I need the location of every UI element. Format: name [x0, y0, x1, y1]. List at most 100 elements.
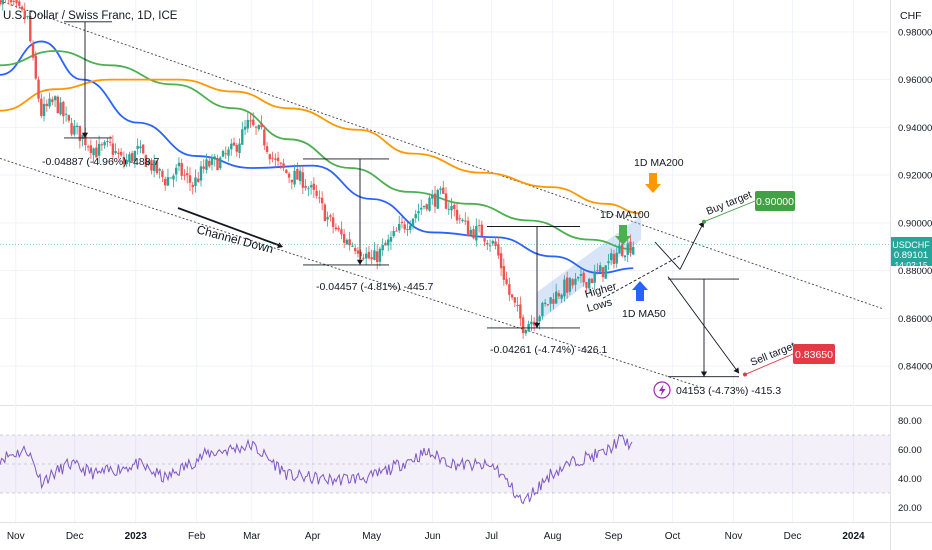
candle-body[interactable]	[557, 293, 561, 297]
candle-body[interactable]	[75, 125, 79, 128]
candle-body[interactable]	[565, 277, 569, 293]
candle-body[interactable]	[431, 195, 434, 199]
candle-body[interactable]	[342, 233, 346, 243]
candle-body[interactable]	[232, 142, 236, 146]
candle-body[interactable]	[579, 273, 583, 276]
candle-body[interactable]	[62, 101, 65, 117]
candle-body[interactable]	[420, 207, 423, 210]
candle-body[interactable]	[252, 119, 255, 126]
candle-body[interactable]	[541, 302, 544, 317]
candle-body[interactable]	[122, 156, 126, 165]
candle-body[interactable]	[271, 157, 274, 159]
candle-body[interactable]	[389, 237, 393, 242]
candle-body[interactable]	[150, 160, 153, 171]
candle-body[interactable]	[241, 129, 244, 145]
candle-body[interactable]	[51, 99, 54, 103]
candle-body[interactable]	[40, 98, 43, 116]
candle-body[interactable]	[472, 229, 475, 239]
candle-body[interactable]	[296, 168, 299, 180]
candle-body[interactable]	[246, 119, 249, 129]
candle-body[interactable]	[67, 114, 71, 121]
candle-body[interactable]	[370, 257, 373, 260]
candle-body[interactable]	[403, 224, 406, 230]
candle-body[interactable]	[469, 229, 473, 235]
candle-body[interactable]	[139, 146, 142, 149]
candle-body[interactable]	[56, 96, 60, 113]
candle-body[interactable]	[23, 10, 26, 19]
candle-body[interactable]	[224, 153, 227, 155]
candle-body[interactable]	[304, 186, 307, 188]
candle-body[interactable]	[197, 178, 200, 182]
candle-body[interactable]	[147, 160, 150, 165]
candle-body[interactable]	[279, 162, 283, 164]
candle-body[interactable]	[78, 125, 82, 141]
candle-body[interactable]	[106, 140, 109, 142]
candle-body[interactable]	[398, 224, 401, 231]
candle-body[interactable]	[194, 177, 197, 186]
candle-body[interactable]	[428, 197, 431, 211]
candle-body[interactable]	[378, 248, 382, 262]
candle-body[interactable]	[502, 266, 506, 280]
candle-body[interactable]	[477, 225, 481, 227]
time-axis[interactable]: Nov Dec 2023 Feb Mar Apr May Jun Jul Aug Sep Oct Nov…	[7, 531, 865, 542]
candle-body[interactable]	[331, 217, 335, 227]
candle-body[interactable]	[615, 252, 618, 264]
candle-body[interactable]	[414, 214, 417, 219]
candlesticks[interactable]	[0, 0, 635, 339]
candle-body[interactable]	[546, 304, 550, 306]
candle-body[interactable]	[499, 253, 503, 269]
candle-body[interactable]	[524, 330, 528, 334]
candle-body[interactable]	[623, 255, 627, 258]
candle-body[interactable]	[161, 170, 164, 177]
candle-body[interactable]	[103, 142, 106, 146]
candle-body[interactable]	[227, 149, 230, 156]
candle-body[interactable]	[89, 145, 93, 154]
candle-body[interactable]	[450, 205, 453, 211]
candle-body[interactable]	[119, 151, 123, 156]
candle-body[interactable]	[362, 257, 365, 259]
candle-body[interactable]	[210, 157, 214, 165]
candle-body[interactable]	[243, 126, 247, 130]
sell-target-box[interactable]: 0.83650	[793, 344, 835, 364]
candle-body[interactable]	[494, 241, 497, 247]
candle-body[interactable]	[329, 215, 332, 217]
candle-body[interactable]	[186, 173, 189, 176]
candle-body[interactable]	[532, 321, 536, 326]
candle-body[interactable]	[158, 169, 161, 171]
candle-body[interactable]	[230, 143, 233, 150]
candle-body[interactable]	[505, 279, 508, 284]
candle-body[interactable]	[475, 225, 478, 241]
candle-body[interactable]	[574, 278, 577, 285]
candle-body[interactable]	[81, 134, 84, 139]
candle-body[interactable]	[364, 253, 368, 259]
candle-body[interactable]	[163, 178, 167, 186]
candle-body[interactable]	[571, 279, 574, 286]
candle-body[interactable]	[37, 79, 40, 99]
candle-body[interactable]	[618, 245, 621, 254]
candle-body[interactable]	[238, 143, 241, 154]
candle-body[interactable]	[48, 98, 51, 107]
candle-body[interactable]	[439, 188, 442, 191]
candle-body[interactable]	[425, 204, 428, 210]
candle-body[interactable]	[601, 267, 605, 278]
candle-body[interactable]	[508, 284, 511, 295]
candle-body[interactable]	[375, 251, 379, 263]
candle-body[interactable]	[34, 55, 37, 79]
candle-body[interactable]	[455, 209, 459, 221]
candle-body[interactable]	[422, 205, 426, 208]
candle-body[interactable]	[152, 160, 156, 171]
candle-body[interactable]	[359, 251, 362, 257]
candle-body[interactable]	[20, 6, 24, 10]
candle-body[interactable]	[188, 175, 192, 183]
candle-body[interactable]	[381, 245, 384, 251]
candle-body[interactable]	[519, 304, 522, 319]
candle-body[interactable]	[309, 185, 313, 188]
candle-body[interactable]	[612, 253, 616, 265]
candle-body[interactable]	[117, 152, 120, 155]
candle-body[interactable]	[128, 154, 131, 163]
candle-body[interactable]	[29, 16, 32, 42]
candle-body[interactable]	[175, 167, 178, 175]
candle-body[interactable]	[45, 103, 49, 107]
candle-body[interactable]	[593, 271, 596, 283]
candle-body[interactable]	[458, 218, 461, 220]
